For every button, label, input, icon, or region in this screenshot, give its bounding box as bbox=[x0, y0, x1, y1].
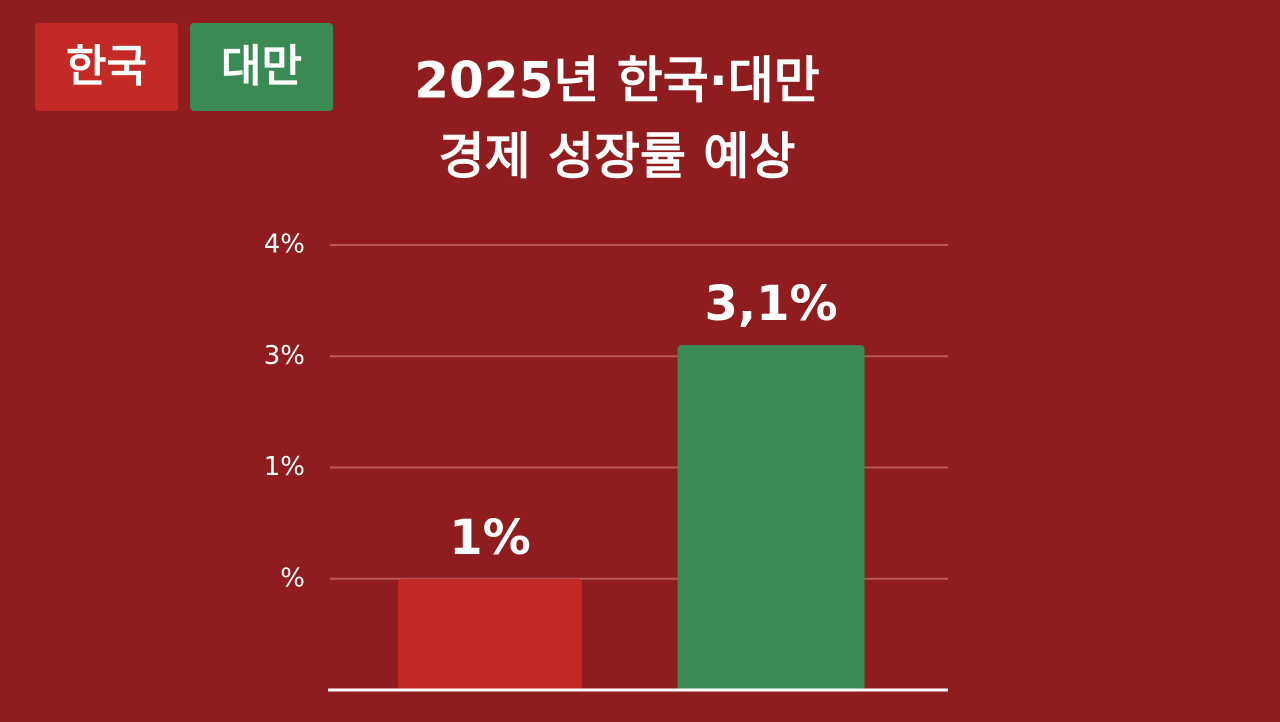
legend-badge bbox=[35, 23, 178, 111]
y-tick-label: % bbox=[280, 563, 305, 593]
legend-badge bbox=[190, 23, 333, 111]
value-label: 3,1% bbox=[704, 276, 837, 332]
y-tick-label: 3% bbox=[264, 341, 305, 371]
bar bbox=[677, 345, 865, 690]
chart-title: 경제 성장률 예상 bbox=[439, 128, 796, 186]
legend-label: 대만 bbox=[221, 41, 302, 92]
chart-title: 2025년 한국·대만 bbox=[414, 52, 820, 110]
bar bbox=[398, 578, 582, 690]
y-tick-label: 1% bbox=[264, 452, 305, 482]
legend-label: 한국 bbox=[66, 41, 147, 92]
y-tick-label: 4% bbox=[264, 230, 305, 260]
value-label: 1% bbox=[449, 510, 531, 566]
